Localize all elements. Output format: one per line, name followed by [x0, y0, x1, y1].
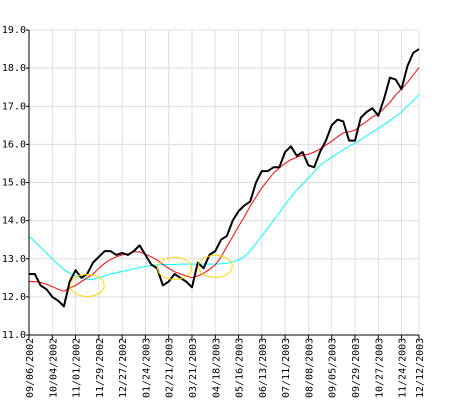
x-tick-label: 12/27/2002: [118, 338, 129, 398]
x-tick-label: 09/05/2003: [328, 338, 339, 398]
y-tick-label: 16.0: [2, 139, 26, 150]
y-tick-label: 19.0: [2, 25, 26, 36]
x-tick-label: 11/01/2002: [72, 338, 83, 398]
x-tick-label: 12/12/2003: [415, 338, 426, 398]
highlight-circle-1: [157, 256, 193, 280]
y-tick-labels: 19.0 18.0 17.0 16.0 15.0 14.0 13.0 12.0 11.0: [2, 25, 26, 341]
y-tick-label: 11.0: [2, 330, 26, 341]
x-tick-label: 09/29/2003: [351, 338, 362, 398]
y-tick-label: 17.0: [2, 101, 26, 112]
y-tick-label: 15.0: [2, 178, 26, 189]
series-line-1: [29, 67, 420, 292]
x-tick-label: 10/27/2003: [374, 338, 385, 398]
series-lines: [28, 48, 420, 308]
y-tick-label: 14.0: [2, 216, 26, 227]
y-tick-label: 18.0: [2, 63, 26, 74]
x-tick-label: 05/16/2003: [235, 338, 246, 398]
highlight-circle-0: [69, 273, 105, 297]
x-tick-label: 02/21/2003: [165, 338, 176, 398]
series-line-0: [29, 48, 420, 308]
highlight-circles: [69, 254, 233, 297]
x-tick-labels: 09/06/2002 10/04/2002 11/01/2002 11/29/2002…: [25, 338, 426, 398]
x-tick-label: 01/24/2003: [141, 338, 152, 398]
x-tick-label: 08/08/2003: [304, 338, 315, 398]
highlight-circle-2: [197, 254, 233, 278]
y-tick-label: 13.0: [2, 254, 26, 265]
x-tick-label: 11/29/2002: [95, 338, 106, 398]
y-tick-label: 12.0: [2, 292, 26, 303]
x-tick-label: 09/06/2002: [25, 338, 36, 398]
x-tick-label: 07/11/2003: [281, 338, 292, 398]
series-line-2: [28, 94, 420, 281]
x-tick-label: 03/21/2003: [188, 338, 199, 398]
x-tick-label: 10/04/2002: [48, 338, 59, 398]
x-tick-label: 11/24/2003: [398, 338, 409, 398]
x-tick-label: 06/13/2003: [258, 338, 269, 398]
x-tick-label: 04/18/2003: [211, 338, 222, 398]
axes: [26, 29, 420, 339]
